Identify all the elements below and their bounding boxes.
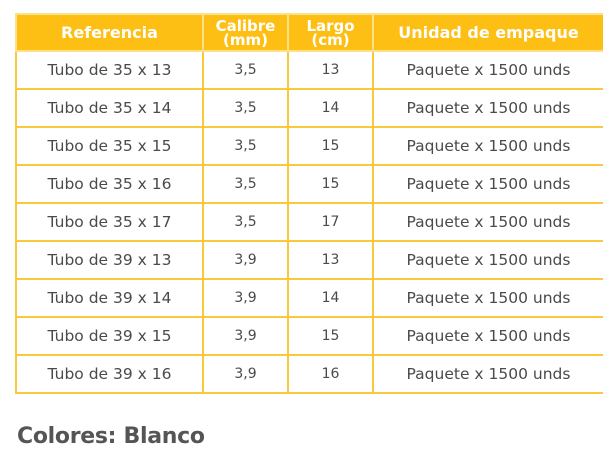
cell-unidad-empaque: Paquete x 1500 unds	[372, 278, 603, 318]
header-largo: Largo (cm)	[287, 13, 374, 52]
cell-unidad-empaque: Paquete x 1500 unds	[372, 354, 603, 394]
table-row: Tubo de 35 x 17 3,5 17 Paquete x 1500 unds	[15, 202, 603, 242]
cell-unidad-empaque: Paquete x 1500 unds	[372, 164, 603, 204]
table-row: Tubo de 35 x 14 3,5 14 Paquete x 1500 unds	[15, 88, 603, 128]
cell-largo: 15	[287, 126, 374, 166]
header-label: Referencia	[61, 22, 158, 42]
table-row: Tubo de 35 x 13 3,5 13 Paquete x 1500 unds	[15, 50, 603, 90]
table-row: Tubo de 35 x 16 3,5 15 Paquete x 1500 unds	[15, 164, 603, 204]
cell-referencia: Tubo de 35 x 16	[15, 164, 204, 204]
cell-referencia: Tubo de 35 x 15	[15, 126, 204, 166]
cell-calibre: 3,9	[202, 316, 289, 356]
cell-unidad-empaque: Paquete x 1500 unds	[372, 240, 603, 280]
cell-largo: 13	[287, 240, 374, 280]
header-unit: (mm)	[223, 30, 268, 49]
cell-largo: 14	[287, 88, 374, 128]
table-row: Tubo de 39 x 16 3,9 16 Paquete x 1500 unds	[15, 354, 603, 394]
cell-unidad-empaque: Paquete x 1500 unds	[372, 202, 603, 242]
header-calibre: Calibre (mm)	[202, 13, 289, 52]
table-row: Tubo de 39 x 15 3,9 15 Paquete x 1500 unds	[15, 316, 603, 356]
product-table: Referencia Calibre (mm) Largo (cm) Unidad de …	[15, 13, 603, 394]
cell-referencia: Tubo de 35 x 17	[15, 202, 204, 242]
colors-label: Colores: Blanco	[17, 424, 205, 449]
cell-referencia: Tubo de 39 x 13	[15, 240, 204, 280]
cell-calibre: 3,5	[202, 126, 289, 166]
table-header-row: Referencia Calibre (mm) Largo (cm) Unidad de …	[15, 13, 603, 52]
cell-largo: 14	[287, 278, 374, 318]
cell-unidad-empaque: Paquete x 1500 unds	[372, 88, 603, 128]
header-referencia: Referencia	[15, 13, 204, 52]
cell-calibre: 3,5	[202, 50, 289, 90]
cell-calibre: 3,9	[202, 278, 289, 318]
cell-largo: 15	[287, 164, 374, 204]
cell-referencia: Tubo de 39 x 15	[15, 316, 204, 356]
table-row: Tubo de 39 x 14 3,9 14 Paquete x 1500 unds	[15, 278, 603, 318]
header-unidad-empaque: Unidad de empaque	[372, 13, 603, 52]
cell-calibre: 3,9	[202, 240, 289, 280]
cell-largo: 15	[287, 316, 374, 356]
cell-largo: 13	[287, 50, 374, 90]
cell-unidad-empaque: Paquete x 1500 unds	[372, 50, 603, 90]
table-body: Tubo de 35 x 13 3,5 13 Paquete x 1500 unds T…	[15, 50, 603, 394]
header-label: Largo	[306, 16, 355, 35]
cell-calibre: 3,9	[202, 354, 289, 394]
cell-calibre: 3,5	[202, 202, 289, 242]
cell-largo: 16	[287, 354, 374, 394]
cell-calibre: 3,5	[202, 88, 289, 128]
header-label: Unidad de empaque	[398, 22, 579, 42]
table-row: Tubo de 39 x 13 3,9 13 Paquete x 1500 unds	[15, 240, 603, 280]
header-unit: (cm)	[311, 30, 350, 49]
cell-calibre: 3,5	[202, 164, 289, 204]
cell-referencia: Tubo de 39 x 14	[15, 278, 204, 318]
cell-referencia: Tubo de 35 x 14	[15, 88, 204, 128]
table-row: Tubo de 35 x 15 3,5 15 Paquete x 1500 unds	[15, 126, 603, 166]
cell-referencia: Tubo de 35 x 13	[15, 50, 204, 90]
cell-largo: 17	[287, 202, 374, 242]
header-label: Calibre	[215, 16, 276, 35]
cell-referencia: Tubo de 39 x 16	[15, 354, 204, 394]
cell-unidad-empaque: Paquete x 1500 unds	[372, 126, 603, 166]
cell-unidad-empaque: Paquete x 1500 unds	[372, 316, 603, 356]
